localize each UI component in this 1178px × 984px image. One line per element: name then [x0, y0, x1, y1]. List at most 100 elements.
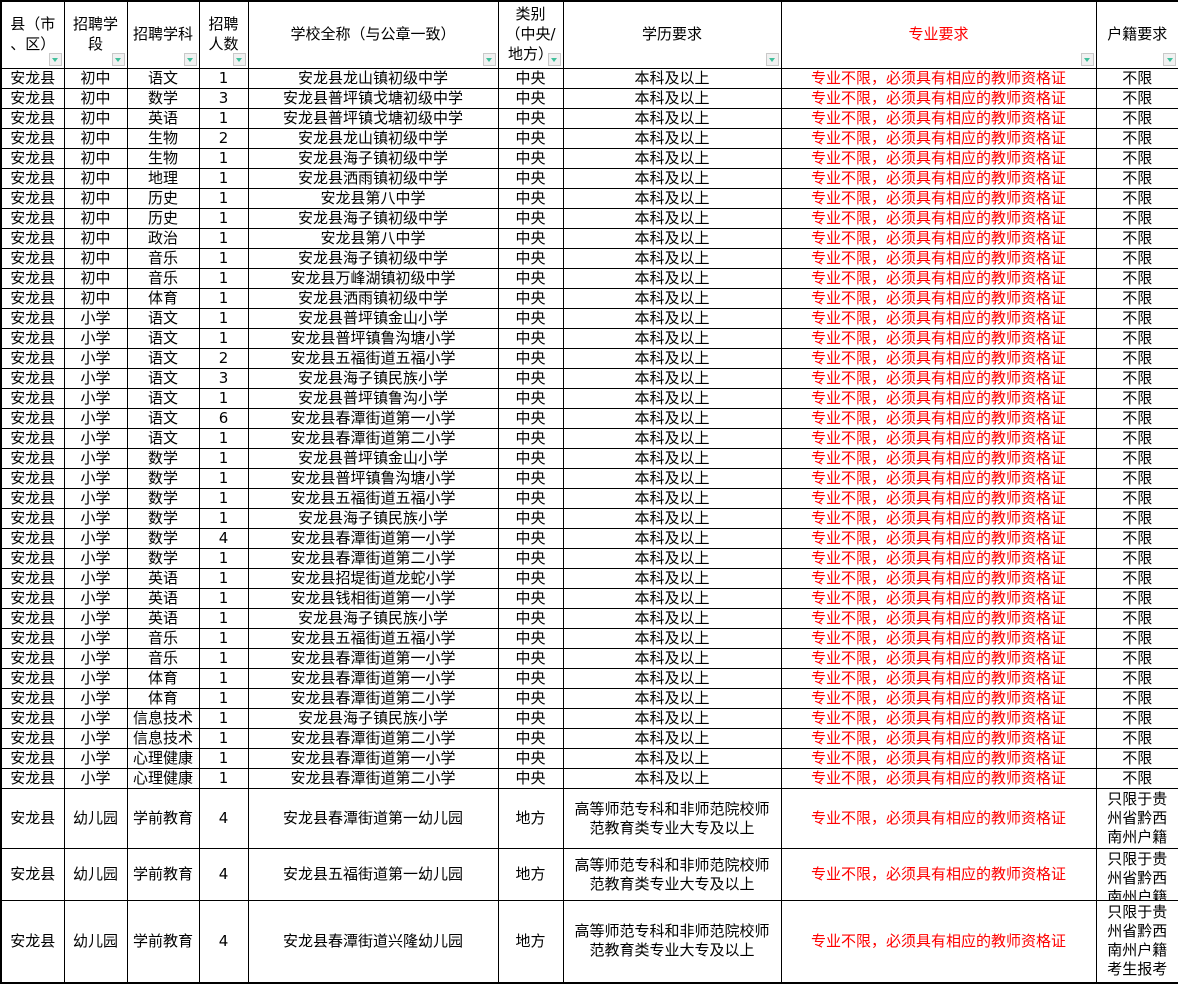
cell-text: 不限	[1122, 229, 1153, 248]
cell-text: 中央	[515, 329, 546, 348]
cell-county: 安龙县	[0, 688, 65, 709]
cell-text: 安龙县	[10, 449, 56, 468]
cell-subject: 数学	[126, 448, 200, 469]
cell-text: 不限	[1122, 149, 1153, 168]
cell-text: 中央	[515, 549, 546, 568]
cell-stage: 小学	[63, 328, 128, 349]
cell-major: 专业不限，必须具有相应的教师资格证	[780, 708, 1097, 729]
cell-text: 安龙县	[10, 249, 56, 268]
filter-dropdown-school[interactable]	[482, 53, 496, 66]
cell-text: 不限	[1122, 389, 1153, 408]
cell-text: 语文	[147, 409, 178, 428]
cell-text: 不限	[1122, 609, 1153, 628]
cell-text: 1	[218, 429, 229, 448]
cell-education: 本科及以上	[562, 288, 782, 309]
cell-text: 安龙县普坪镇金山小学	[297, 449, 448, 468]
cell-text: 专业不限，必须具有相应的教师资格证	[810, 609, 1066, 628]
cell-text: 不限	[1122, 309, 1153, 328]
cell-education: 本科及以上	[562, 488, 782, 509]
cell-county: 安龙县	[0, 468, 65, 489]
filter-dropdown-count[interactable]	[232, 53, 246, 66]
cell-text: 1	[218, 509, 229, 528]
filter-dropdown-subject[interactable]	[183, 53, 197, 66]
cell-subject: 英语	[126, 108, 200, 129]
cell-text: 小学	[80, 349, 111, 368]
cell-hukou: 不限	[1095, 768, 1178, 789]
filter-dropdown-hukou[interactable]	[1163, 53, 1176, 66]
cell-text: 中央	[515, 349, 546, 368]
cell-subject: 语文	[126, 308, 200, 329]
cell-text: 中央	[515, 389, 546, 408]
cell-text: 本科及以上	[634, 429, 710, 448]
cell-text: 安龙县洒雨镇初级中学	[297, 289, 448, 308]
table-row: 安龙县 初中 音乐 1 安龙县海子镇初级中学 中央 本科及以上 专业不限，必须具有相应的教师资…	[0, 248, 1178, 269]
table-row: 安龙县 初中 体育 1 安龙县洒雨镇初级中学 中央 本科及以上 专业不限，必须具有相应的教师资…	[0, 288, 1178, 309]
cell-county: 安龙县	[0, 228, 65, 249]
cell-text: 地方	[515, 809, 546, 827]
cell-text: 1	[218, 309, 229, 328]
cell-stage: 小学	[63, 568, 128, 589]
cell-text: 本科及以上	[634, 649, 710, 668]
filter-dropdown-county[interactable]	[48, 53, 62, 66]
filter-dropdown-stage[interactable]	[111, 53, 125, 66]
table-row: 安龙县 小学 英语 1 安龙县钱相街道第一小学 中央 本科及以上 专业不限，必须具有相应的教师…	[0, 588, 1178, 609]
table-row: 安龙县 小学 数学 1 安龙县春潭街道第二小学 中央 本科及以上 专业不限，必须具有相应的教师…	[0, 548, 1178, 569]
filter-dropdown-education[interactable]	[765, 53, 779, 66]
cell-text: 不限	[1122, 269, 1153, 288]
cell-text: 1	[218, 169, 229, 188]
table-row: 安龙县 小学 音乐 1 安龙县五福街道五福小学 中央 本科及以上 专业不限，必须具有相应的教师…	[0, 628, 1178, 649]
cell-major: 专业不限，必须具有相应的教师资格证	[780, 528, 1097, 549]
cell-category: 中央	[497, 508, 564, 529]
cell-text: 安龙县海子镇初级中学	[297, 249, 448, 268]
cell-hukou: 不限	[1095, 648, 1178, 669]
cell-education: 本科及以上	[562, 268, 782, 289]
cell-education: 本科及以上	[562, 748, 782, 769]
cell-hukou: 不限	[1095, 68, 1178, 89]
cell-text: 语文	[147, 309, 178, 328]
cell-text: 1	[218, 289, 229, 308]
cell-hukou: 不限	[1095, 548, 1178, 569]
cell-text: 专业不限，必须具有相应的教师资格证	[810, 809, 1066, 827]
cell-text: 不限	[1122, 289, 1153, 308]
cell-text: 安龙县春潭街道第二小学	[290, 769, 456, 788]
cell-text: 学前教育	[132, 809, 193, 827]
cell-text: 不限	[1122, 369, 1153, 388]
cell-category: 中央	[497, 548, 564, 569]
cell-text: 音乐	[147, 249, 178, 268]
table-row: 安龙县 小学 信息技术 1 安龙县海子镇民族小学 中央 本科及以上 专业不限，必须具有相应的教…	[0, 708, 1178, 729]
cell-education: 本科及以上	[562, 588, 782, 609]
column-header-count: 招聘 人数	[198, 0, 249, 69]
cell-major: 专业不限，必须具有相应的教师资格证	[780, 448, 1097, 469]
cell-stage: 小学	[63, 448, 128, 469]
cell-school: 安龙县第八中学	[247, 228, 499, 249]
cell-text: 初中	[80, 169, 111, 188]
cell-text: 本科及以上	[634, 569, 710, 588]
cell-education: 本科及以上	[562, 148, 782, 169]
cell-text: 安龙县	[10, 769, 56, 788]
filter-dropdown-category[interactable]	[547, 53, 561, 66]
cell-text: 心理健康	[132, 749, 193, 768]
cell-major: 专业不限，必须具有相应的教师资格证	[780, 108, 1097, 129]
cell-text: 安龙县	[10, 709, 56, 728]
cell-county: 安龙县	[0, 568, 65, 589]
cell-text: 1	[218, 669, 229, 688]
cell-major: 专业不限，必须具有相应的教师资格证	[780, 268, 1097, 289]
cell-text: 安龙县	[10, 729, 56, 748]
cell-text: 专业不限，必须具有相应的教师资格证	[810, 429, 1066, 448]
cell-major: 专业不限，必须具有相应的教师资格证	[780, 88, 1097, 109]
cell-text: 安龙县	[10, 229, 56, 248]
cell-count: 1	[198, 288, 249, 309]
cell-hukou: 只限于贵州省黔西南州户籍	[1095, 848, 1178, 901]
cell-text: 6	[218, 409, 229, 428]
cell-school: 安龙县普坪镇金山小学	[247, 308, 499, 329]
filter-arrow-icon	[486, 57, 492, 62]
cell-text: 安龙县	[10, 109, 56, 128]
cell-school: 安龙县第八中学	[247, 188, 499, 209]
column-header-label: 类别 （中央/ 地方）	[505, 5, 556, 63]
cell-text: 本科及以上	[634, 769, 710, 788]
table-row: 安龙县 小学 数学 1 安龙县普坪镇金山小学 中央 本科及以上 专业不限，必须具有相应的教师资…	[0, 448, 1178, 469]
filter-dropdown-major[interactable]	[1080, 53, 1094, 66]
filter-arrow-icon	[769, 57, 775, 62]
cell-hukou: 不限	[1095, 328, 1178, 349]
cell-category: 中央	[497, 688, 564, 709]
